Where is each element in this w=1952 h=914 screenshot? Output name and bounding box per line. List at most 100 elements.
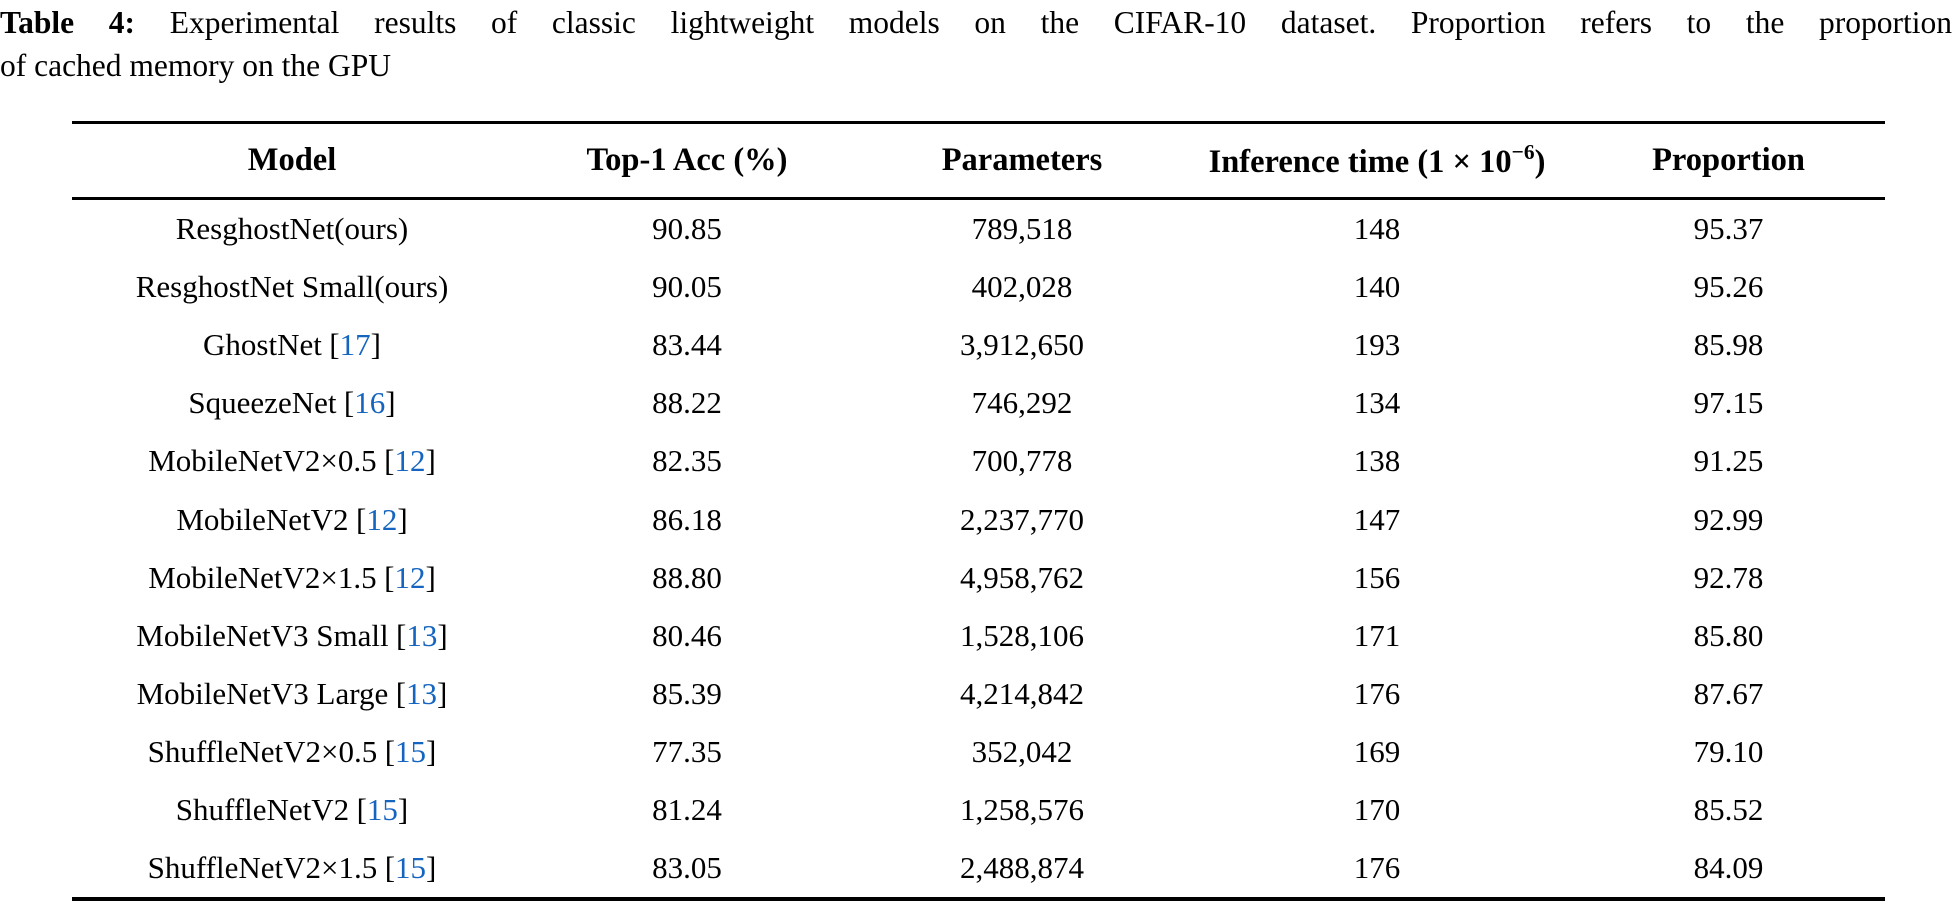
cell-model: ShuffleNetV2×0.5 [15] [72, 734, 512, 770]
model-name: MobileNetV2×0.5 [148, 443, 377, 479]
cell-model: ShuffleNetV2 [15] [72, 792, 512, 828]
citation-open-bracket: [ [395, 675, 407, 711]
cell-proportion: 91.25 [1693, 443, 1764, 479]
cell-proportion: 79.10 [1693, 733, 1764, 769]
header-inference-exponent: −6 [1511, 139, 1535, 164]
model-name: SqueezeNet [188, 385, 337, 421]
cell-model: MobileNetV3 Small [13] [72, 618, 512, 654]
citation-open-bracket: [ [396, 617, 407, 653]
cell-inference-time: 193 [1353, 327, 1401, 363]
citation: [12] [356, 502, 408, 537]
table-row: MobileNetV3 Large [13] 85.39 4,214,842 17… [72, 665, 1885, 723]
cell-model: MobileNetV2 [12] [72, 502, 512, 538]
cell-proportion: 92.99 [1693, 501, 1764, 537]
model-name: GhostNet [203, 327, 322, 363]
citation: [13] [396, 676, 448, 711]
citation-close-bracket: ] [385, 385, 396, 421]
caption-label: Table 4: [0, 5, 136, 40]
cell-parameters: 352,042 [971, 733, 1073, 769]
cell-model: MobileNetV3 Large [13] [72, 676, 512, 712]
citation: [15] [357, 792, 409, 827]
table-row: MobileNetV2×0.5 [12] 82.35 700,778 138 91… [72, 432, 1885, 490]
cell-parameters: 1,528,106 [960, 617, 1084, 653]
citation-open-bracket: [ [355, 501, 367, 537]
cell-parameters: 2,237,770 [960, 501, 1084, 537]
citation-close-bracket: ] [437, 675, 448, 711]
cell-inference-time: 140 [1353, 269, 1401, 305]
citation-close-bracket: ] [426, 733, 437, 769]
model-name: ShuffleNetV2×0.5 [147, 733, 378, 769]
cell-proportion: 85.80 [1693, 617, 1764, 653]
citation-number: 16 [354, 385, 386, 421]
cell-model: MobileNetV2×1.5 [12] [72, 560, 512, 596]
cell-parameters: 3,912,650 [960, 327, 1084, 363]
cell-top1-acc: 77.35 [652, 733, 722, 769]
citation-number: 12 [366, 501, 398, 537]
table-body: ResghostNet(ours) 90.85 789,518 148 95.3… [72, 200, 1885, 897]
cell-model: ShuffleNetV2×1.5 [15] [72, 850, 512, 886]
table-header-rule [72, 197, 1885, 200]
table-row: ResghostNet Small(ours) 90.05 402,028 14… [72, 258, 1885, 316]
cell-parameters: 402,028 [971, 269, 1073, 305]
header-inference-prefix: Inference time (1 × 10 [1208, 143, 1512, 180]
cell-inference-time: 148 [1353, 211, 1401, 247]
citation-number: 17 [339, 327, 371, 363]
model-name: MobileNetV2×1.5 [148, 559, 377, 595]
model-name: MobileNetV3 Small [136, 617, 389, 653]
cell-proportion: 85.52 [1693, 791, 1764, 827]
citation: [16] [344, 385, 396, 420]
cell-top1-acc: 88.22 [652, 385, 722, 421]
citation-number: 13 [406, 617, 438, 653]
citation-close-bracket: ] [370, 327, 381, 363]
citation-close-bracket: ] [425, 559, 436, 595]
table-row: ShuffleNetV2 [15] 81.24 1,258,576 170 85.… [72, 781, 1885, 839]
citation-number: 13 [406, 675, 438, 711]
cell-top1-acc: 86.18 [652, 501, 722, 537]
model-name: MobileNetV2 [176, 501, 349, 537]
citation-number: 12 [394, 559, 426, 595]
table-row: SqueezeNet [16] 88.22 746,292 134 97.15 [72, 374, 1885, 432]
cell-top1-acc: 88.80 [652, 559, 722, 595]
cell-proportion: 87.67 [1693, 675, 1764, 711]
citation-open-bracket: [ [343, 385, 355, 421]
table-row: GhostNet [17] 83.44 3,912,650 193 85.98 [72, 316, 1885, 374]
citation-open-bracket: [ [384, 443, 395, 479]
cell-top1-acc: 83.05 [652, 850, 722, 886]
table-row: ResghostNet(ours) 90.85 789,518 148 95.3… [72, 200, 1885, 258]
cell-model: MobileNetV2×0.5 [12] [72, 443, 512, 479]
cell-proportion: 95.37 [1693, 211, 1764, 247]
citation-open-bracket: [ [329, 327, 340, 363]
table-row: MobileNetV3 Small [13] 80.46 1,528,106 17… [72, 607, 1885, 665]
cell-inference-time: 134 [1353, 385, 1401, 421]
cell-model: SqueezeNet [16] [72, 385, 512, 421]
results-table: Model Top-1 Acc (%) Parameters Inference… [72, 121, 1885, 902]
citation-close-bracket: ] [397, 791, 409, 827]
cell-inference-time: 171 [1353, 617, 1401, 653]
table-row: MobileNetV2×1.5 [12] 88.80 4,958,762 156 … [72, 549, 1885, 607]
header-proportion: Proportion [1652, 142, 1805, 178]
cell-top1-acc: 90.05 [652, 269, 722, 305]
header-model: Model [247, 142, 337, 178]
citation-number: 15 [395, 850, 427, 886]
cell-top1-acc: 82.35 [652, 443, 722, 479]
cell-inference-time: 147 [1353, 501, 1401, 537]
citation: [15] [385, 850, 437, 885]
citation: [15] [385, 734, 437, 769]
table-row: ShuffleNetV2×0.5 [15] 77.35 352,042 169 7… [72, 723, 1885, 781]
cell-top1-acc: 85.39 [652, 675, 722, 711]
cell-parameters: 746,292 [971, 385, 1073, 421]
cell-parameters: 2,488,874 [960, 850, 1084, 886]
cell-inference-time: 138 [1353, 443, 1401, 479]
cell-proportion: 92.78 [1693, 559, 1764, 595]
table-caption: Table 4: Experimental results of classic … [0, 1, 1952, 87]
model-name: ShuffleNetV2×1.5 [147, 850, 378, 886]
citation-close-bracket: ] [437, 617, 448, 653]
caption-line-1: Table 4: Experimental results of classic … [0, 1, 1952, 44]
cell-parameters: 700,778 [971, 443, 1073, 479]
cell-inference-time: 169 [1353, 733, 1401, 769]
citation-close-bracket: ] [397, 501, 408, 537]
cell-proportion: 95.26 [1693, 269, 1764, 305]
citation-number: 15 [395, 733, 427, 769]
cell-parameters: 4,214,842 [960, 675, 1084, 711]
table-top-rule [72, 121, 1885, 124]
